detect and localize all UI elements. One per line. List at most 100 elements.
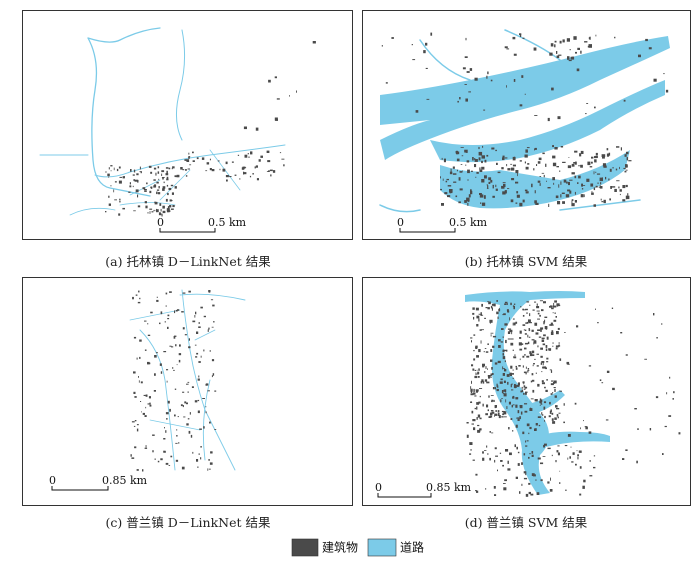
building (140, 171, 142, 174)
building (135, 294, 138, 296)
building (618, 186, 620, 189)
building (552, 342, 554, 344)
building (237, 154, 240, 156)
building (537, 180, 541, 183)
building (168, 210, 171, 212)
building (501, 410, 505, 413)
building (135, 189, 139, 193)
building (475, 346, 477, 349)
building (525, 386, 528, 389)
building (161, 170, 165, 173)
building (501, 328, 504, 330)
building (485, 366, 487, 369)
building (508, 401, 511, 405)
building (144, 415, 147, 417)
building (207, 329, 209, 332)
building (296, 90, 297, 93)
building (475, 473, 478, 476)
building (110, 185, 112, 187)
building (505, 399, 507, 403)
building (602, 163, 606, 167)
building (540, 328, 542, 332)
building (609, 168, 612, 172)
building (537, 345, 539, 348)
building (550, 477, 551, 481)
building (528, 322, 532, 324)
building (529, 351, 532, 354)
building (134, 446, 137, 449)
building (595, 185, 598, 188)
building (524, 347, 527, 350)
building (579, 493, 582, 496)
building (171, 167, 173, 170)
building (555, 345, 559, 348)
building (158, 213, 162, 216)
building (139, 166, 141, 170)
building (136, 424, 139, 426)
building (608, 178, 610, 181)
building (579, 153, 582, 157)
building (540, 402, 542, 405)
building (139, 171, 141, 173)
building (470, 401, 473, 403)
building (495, 184, 497, 188)
building (200, 446, 202, 448)
building (197, 399, 200, 402)
building (512, 349, 514, 351)
building (145, 394, 148, 397)
building (547, 481, 550, 484)
legend-label: 建筑物 (322, 540, 358, 555)
building (589, 166, 593, 168)
building (611, 186, 616, 188)
building (580, 194, 584, 198)
building (272, 170, 276, 173)
building (488, 301, 491, 305)
building (503, 313, 506, 316)
building (561, 192, 565, 194)
building (268, 170, 270, 172)
building (494, 387, 497, 390)
building (542, 343, 546, 346)
building (511, 389, 514, 391)
building (172, 205, 175, 208)
building (554, 417, 557, 420)
building (510, 418, 513, 420)
map-b (379, 29, 670, 213)
building (484, 348, 487, 349)
building (473, 427, 476, 431)
building (194, 344, 197, 346)
building (575, 463, 577, 466)
building (168, 167, 171, 170)
building (178, 442, 180, 444)
building (510, 384, 512, 388)
building (649, 428, 652, 431)
legend-label: 道路 (400, 540, 424, 555)
building (150, 186, 153, 189)
building (588, 365, 592, 367)
building (593, 171, 595, 175)
building (156, 191, 158, 195)
building (571, 200, 573, 204)
building (523, 385, 526, 388)
building (550, 370, 553, 373)
building (142, 412, 145, 415)
building (537, 329, 541, 331)
building (502, 356, 506, 360)
building (502, 464, 504, 467)
building (523, 329, 525, 331)
building (564, 332, 566, 333)
building (505, 339, 507, 344)
building (539, 300, 543, 302)
building (520, 411, 523, 415)
building (266, 171, 270, 172)
building (556, 414, 559, 417)
building (473, 334, 476, 336)
building (513, 53, 517, 56)
building (234, 174, 237, 176)
building (606, 148, 609, 151)
building (557, 445, 560, 447)
building (519, 33, 522, 36)
building (479, 428, 482, 431)
building (472, 307, 475, 310)
building (591, 191, 593, 193)
